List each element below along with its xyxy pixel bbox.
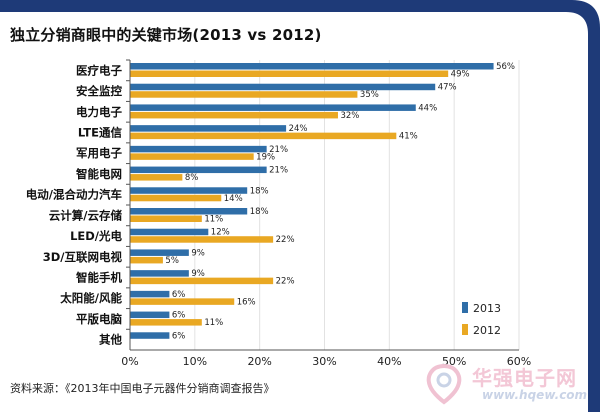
data-label-2013: 18% xyxy=(250,207,269,217)
x-tick-label: 40% xyxy=(377,355,401,368)
bar-2013 xyxy=(130,249,189,256)
data-label-2013: 6% xyxy=(172,311,186,321)
category-label: 3D/互联网电视 xyxy=(43,250,123,264)
bar-2012 xyxy=(130,256,163,264)
data-label-2013: 47% xyxy=(438,83,457,93)
category-label: 太阳能/风能 xyxy=(59,291,122,305)
x-tick-label: 10% xyxy=(183,355,207,368)
category-label: 云计算/云存储 xyxy=(49,208,123,222)
bar-2013 xyxy=(130,208,248,215)
category-label: 安全监控 xyxy=(76,84,122,98)
bar-2013 xyxy=(130,145,267,153)
data-label-2012: 11% xyxy=(204,215,223,225)
bar-2012 xyxy=(130,153,254,160)
bar-2012 xyxy=(130,174,183,181)
category-label: 电力电子 xyxy=(76,105,122,119)
x-tick-label: 60% xyxy=(507,355,531,368)
legend-label-2012: 2012 xyxy=(473,324,501,337)
bar-2012 xyxy=(130,215,202,222)
category-label: 智能电网 xyxy=(76,167,122,181)
category-label: LTE通信 xyxy=(78,126,123,140)
data-label-2013: 12% xyxy=(211,228,230,238)
data-label-2012: 49% xyxy=(451,70,470,80)
bar-2012 xyxy=(130,319,202,326)
category-label: LED/光电 xyxy=(70,229,122,243)
bar-2013 xyxy=(130,228,209,236)
data-label-2012: 41% xyxy=(399,132,418,142)
data-label-2013: 44% xyxy=(418,103,437,113)
data-label-2013: 56% xyxy=(496,62,515,72)
category-label: 电动/混合动力汽车 xyxy=(26,188,123,202)
legend-swatch-2013 xyxy=(462,302,468,313)
bar-2013 xyxy=(130,290,170,298)
data-label-2012: 11% xyxy=(204,318,223,328)
chart-title: 独立分销商眼中的关键市场(2013 vs 2012) xyxy=(10,26,322,44)
bar-2012 xyxy=(130,91,358,98)
data-label-2013: 24% xyxy=(289,124,308,134)
data-label-2012: 8% xyxy=(185,173,199,183)
bar-2013 xyxy=(130,83,436,91)
data-label-2012: 14% xyxy=(224,194,243,204)
bar-2012 xyxy=(130,277,274,285)
bar-2013 xyxy=(130,332,170,339)
data-label-2012: 5% xyxy=(165,256,179,266)
data-label-2012: 22% xyxy=(276,277,295,287)
data-label-2012: 19% xyxy=(256,152,275,162)
bar-2012 xyxy=(130,132,397,140)
bar-2013 xyxy=(130,63,494,70)
data-label-2013: 9% xyxy=(191,269,205,279)
bar-2012 xyxy=(130,236,274,243)
data-label-2013: 6% xyxy=(172,331,186,341)
x-tick-label: 30% xyxy=(312,355,336,368)
category-label: 其他 xyxy=(99,333,122,347)
data-label-2012: 16% xyxy=(237,297,256,307)
data-label-2013: 21% xyxy=(269,145,288,155)
data-label-2012: 32% xyxy=(340,111,359,121)
data-label-2012: 35% xyxy=(360,90,379,100)
legend-swatch-2012 xyxy=(462,324,468,335)
category-label: 智能手机 xyxy=(76,271,122,285)
bar-2013 xyxy=(130,187,248,194)
bar-2013 xyxy=(130,311,170,319)
category-label: 平版电脑 xyxy=(76,312,122,326)
x-tick-label: 20% xyxy=(247,355,271,368)
category-label: 军用电子 xyxy=(76,146,122,160)
data-label-2013: 18% xyxy=(250,186,269,196)
bar-2013 xyxy=(130,104,416,111)
data-label-2013: 9% xyxy=(191,248,205,258)
legend-label-2013: 2013 xyxy=(473,302,501,315)
bar-2012 xyxy=(130,298,235,305)
data-label-2013: 6% xyxy=(172,290,186,300)
bar-2013 xyxy=(130,270,189,277)
data-label-2012: 22% xyxy=(276,235,295,245)
bar-2012 xyxy=(130,70,449,77)
bar-2013 xyxy=(130,125,287,132)
bar-2013 xyxy=(130,166,267,174)
x-tick-label: 0% xyxy=(121,355,138,368)
x-tick-label: 50% xyxy=(442,355,466,368)
source-note: 资料来源：《2013年中国电子元器件分销商调查报告》 xyxy=(10,382,275,395)
category-label: 医疗电子 xyxy=(76,63,122,77)
bar-2012 xyxy=(130,111,338,119)
data-label-2013: 21% xyxy=(269,166,288,176)
bar-2012 xyxy=(130,194,222,202)
